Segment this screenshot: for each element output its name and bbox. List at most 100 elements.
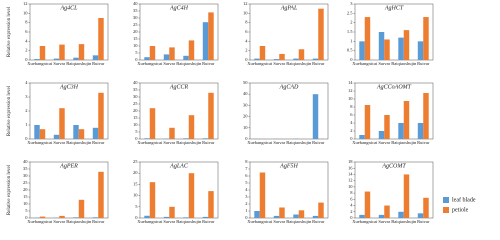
y-tick-label: 0 <box>25 215 28 220</box>
y-tick-label: 2 <box>245 201 247 206</box>
y-tick-label: 20 <box>133 170 138 175</box>
x-tick-label: Ruivar <box>312 61 325 66</box>
bar <box>359 41 365 60</box>
bar <box>293 214 299 218</box>
bar <box>359 214 365 218</box>
y-tick-label: 30 <box>23 173 28 178</box>
x-tick-label: Baiqiaoshujin <box>286 140 312 145</box>
bar <box>98 18 104 60</box>
y-tick-label: 2 <box>25 48 27 53</box>
y-axis-label: Relative expression level <box>7 85 12 136</box>
x-tick-label: Xuebangnicai <box>352 61 378 66</box>
bar <box>312 215 319 218</box>
bar <box>417 123 424 139</box>
y-tick-label: 1.5 <box>347 29 353 34</box>
x-tick-label: Baiqiaoshujin <box>66 219 92 224</box>
x-tick-label: Sarvar <box>163 219 175 224</box>
y-tick-label: 12 <box>348 88 353 93</box>
y-tick-label: 20 <box>243 114 248 119</box>
y-tick-label: 2 <box>25 108 27 113</box>
y-axis-label: Relative expression level <box>7 6 12 57</box>
bar <box>92 217 99 218</box>
x-tick-label: Xuebangnicai <box>247 219 273 224</box>
bar <box>149 46 156 60</box>
bar <box>293 58 299 60</box>
bar <box>359 135 365 139</box>
panel-title: AgF5H <box>279 163 298 169</box>
x-tick-label: Sarvar <box>273 140 285 145</box>
bar <box>378 131 385 139</box>
bar <box>98 171 104 218</box>
y-tick-label: 40 <box>243 91 248 96</box>
x-tick-label: Xuebangnicai <box>137 140 163 145</box>
x-tick-label: Sarvar <box>273 219 285 224</box>
panel-title: AgC4H <box>169 4 189 11</box>
bar <box>163 216 170 218</box>
y-tick-label: 10 <box>348 184 353 189</box>
y-tick-label: 5 <box>25 208 28 213</box>
y-tick-label: 8 <box>350 190 353 195</box>
x-tick-label: Ruivar <box>312 140 325 145</box>
bar <box>298 210 305 218</box>
bar <box>208 12 214 60</box>
panel-title: AgPER <box>59 163 78 169</box>
x-tick-label: Sarvar <box>53 219 65 224</box>
y-tick-label: 10 <box>348 96 353 101</box>
y-tick-label: 2 <box>350 128 352 133</box>
bar <box>398 37 404 60</box>
y-tick-label: 20 <box>133 29 138 34</box>
bar <box>208 191 214 218</box>
y-tick-label: 1 <box>25 122 27 127</box>
x-tick-label: Ruivar <box>202 61 215 66</box>
y-tick-label: 4 <box>245 38 248 43</box>
bar <box>423 93 429 139</box>
bar <box>202 216 209 218</box>
bar <box>423 197 429 218</box>
y-tick-label: 35 <box>133 8 138 13</box>
x-tick-label: Sarvar <box>53 61 65 66</box>
bar <box>73 125 79 139</box>
bar <box>208 92 214 139</box>
y-tick-label: 10 <box>243 125 248 130</box>
x-tick-label: Baiqiaoshujin <box>176 61 202 66</box>
y-tick-label: 25 <box>133 101 138 106</box>
bar <box>169 206 175 218</box>
x-tick-label: Baiqiaoshujin <box>391 61 417 66</box>
y-tick-label: 30 <box>133 15 138 20</box>
y-tick-label: 4 <box>350 203 353 208</box>
x-tick-label: Ruivar <box>92 140 105 145</box>
y-tick-label: 2 <box>245 48 247 53</box>
bar <box>78 44 85 60</box>
bar <box>183 138 189 139</box>
bar <box>312 94 319 139</box>
bar <box>73 57 79 60</box>
bar <box>312 58 319 60</box>
x-tick-label: Xuebangnicai <box>137 61 163 66</box>
x-tick-label: Ruivar <box>92 61 105 66</box>
bar <box>98 92 104 139</box>
y-tick-label: 8 <box>245 20 248 25</box>
bar <box>364 17 371 60</box>
x-tick-label: Ruivar <box>417 219 430 224</box>
bar <box>423 17 429 60</box>
bar <box>403 101 410 139</box>
y-tick-label: 12 <box>348 178 353 183</box>
panel-title: AgCCR <box>169 84 189 90</box>
y-tick-label: 12 <box>243 1 248 6</box>
x-tick-label: Baiqiaoshujin <box>66 140 92 145</box>
bar <box>92 127 99 139</box>
y-tick-label: 25 <box>133 159 138 164</box>
bar <box>169 47 175 60</box>
panel-title: AgCCoAOMT <box>376 84 412 90</box>
bar <box>39 46 46 60</box>
y-tick-label: 10 <box>133 122 138 127</box>
y-tick-label: 20 <box>133 108 138 113</box>
y-tick-label: 6 <box>350 112 353 117</box>
y-tick-label: 16 <box>348 165 353 170</box>
y-axis-label: Relative expression level <box>7 164 12 215</box>
bar <box>417 41 424 60</box>
y-tick-label: 0 <box>350 215 353 220</box>
y-tick-label: 0 <box>350 57 353 62</box>
bar <box>34 125 40 139</box>
y-tick-label: 8 <box>25 20 28 25</box>
